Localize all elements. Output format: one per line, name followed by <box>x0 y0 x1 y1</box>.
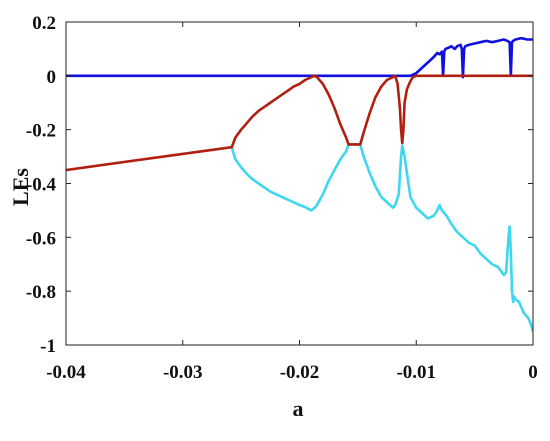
x-tick-label: -0.02 <box>280 362 320 383</box>
y-tick-label: -0.4 <box>26 175 57 196</box>
y-tick-label: -1 <box>40 336 56 357</box>
axes: -0.04 -0.03 -0.02 -0.01 0 -1 -0.8 -0.6 -0.4 -0.2 0… <box>26 13 538 383</box>
plot-area <box>66 36 533 332</box>
y-tick-label: -0.2 <box>26 121 56 142</box>
series-line-2 <box>66 36 533 79</box>
y-tick-label: -0.8 <box>26 282 56 303</box>
y-tick-label: 0.2 <box>32 13 56 34</box>
x-tick-label: 0 <box>528 362 538 383</box>
series-line-3 <box>66 74 533 172</box>
y-tick-label: 0 <box>47 67 57 88</box>
x-tick-label: -0.04 <box>46 362 86 383</box>
series-line-1 <box>230 143 533 332</box>
x-tick-label: -0.03 <box>163 362 203 383</box>
x-tick-label: -0.01 <box>396 362 436 383</box>
x-axis-label: a <box>293 396 304 421</box>
y-tick-label: -0.6 <box>26 228 56 249</box>
y-axis-label: LEs <box>8 168 33 206</box>
